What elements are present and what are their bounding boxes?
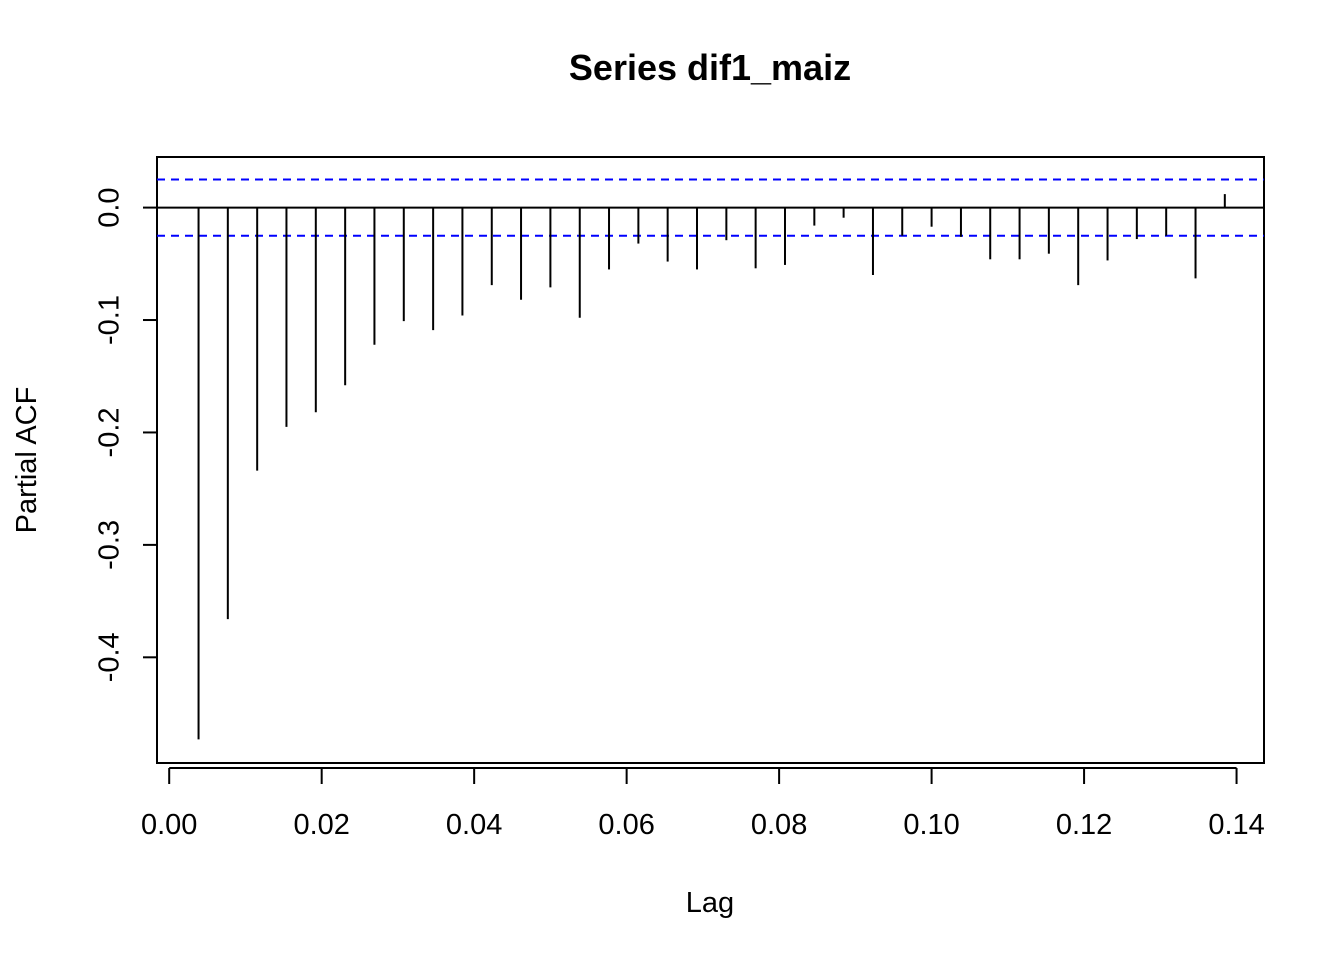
x-tick-label: 0.02 bbox=[293, 809, 349, 841]
y-tick-label: -0.3 bbox=[94, 520, 126, 570]
y-tick-label: 0.0 bbox=[94, 187, 126, 227]
x-tick-label: 0.06 bbox=[598, 809, 654, 841]
x-tick-label: 0.14 bbox=[1208, 809, 1264, 841]
y-axis: 0.0 -0.1 -0.2 -0.3 -0.4 bbox=[94, 187, 157, 682]
plot-frame bbox=[156, 156, 1265, 764]
x-tick-label: 0.04 bbox=[446, 809, 502, 841]
x-tick-label: 0.08 bbox=[751, 809, 807, 841]
pacf-bars bbox=[197, 194, 1226, 740]
x-tick-label: 0.00 bbox=[141, 809, 197, 841]
chart-title: Series dif1_maiz bbox=[569, 47, 851, 88]
x-axis-label: Lag bbox=[686, 887, 734, 919]
y-axis-label: Partial ACF bbox=[11, 387, 43, 534]
x-tick-label: 0.12 bbox=[1056, 809, 1112, 841]
y-tick-label: -0.4 bbox=[94, 632, 126, 682]
confidence-lines bbox=[157, 178, 1264, 237]
y-tick-label: -0.1 bbox=[94, 295, 126, 345]
y-tick-label: -0.2 bbox=[94, 407, 126, 457]
x-tick-label: 0.10 bbox=[903, 809, 959, 841]
x-axis: 0.00 0.02 0.04 0.06 0.08 0.10 0.12 0.14 bbox=[141, 767, 1265, 841]
